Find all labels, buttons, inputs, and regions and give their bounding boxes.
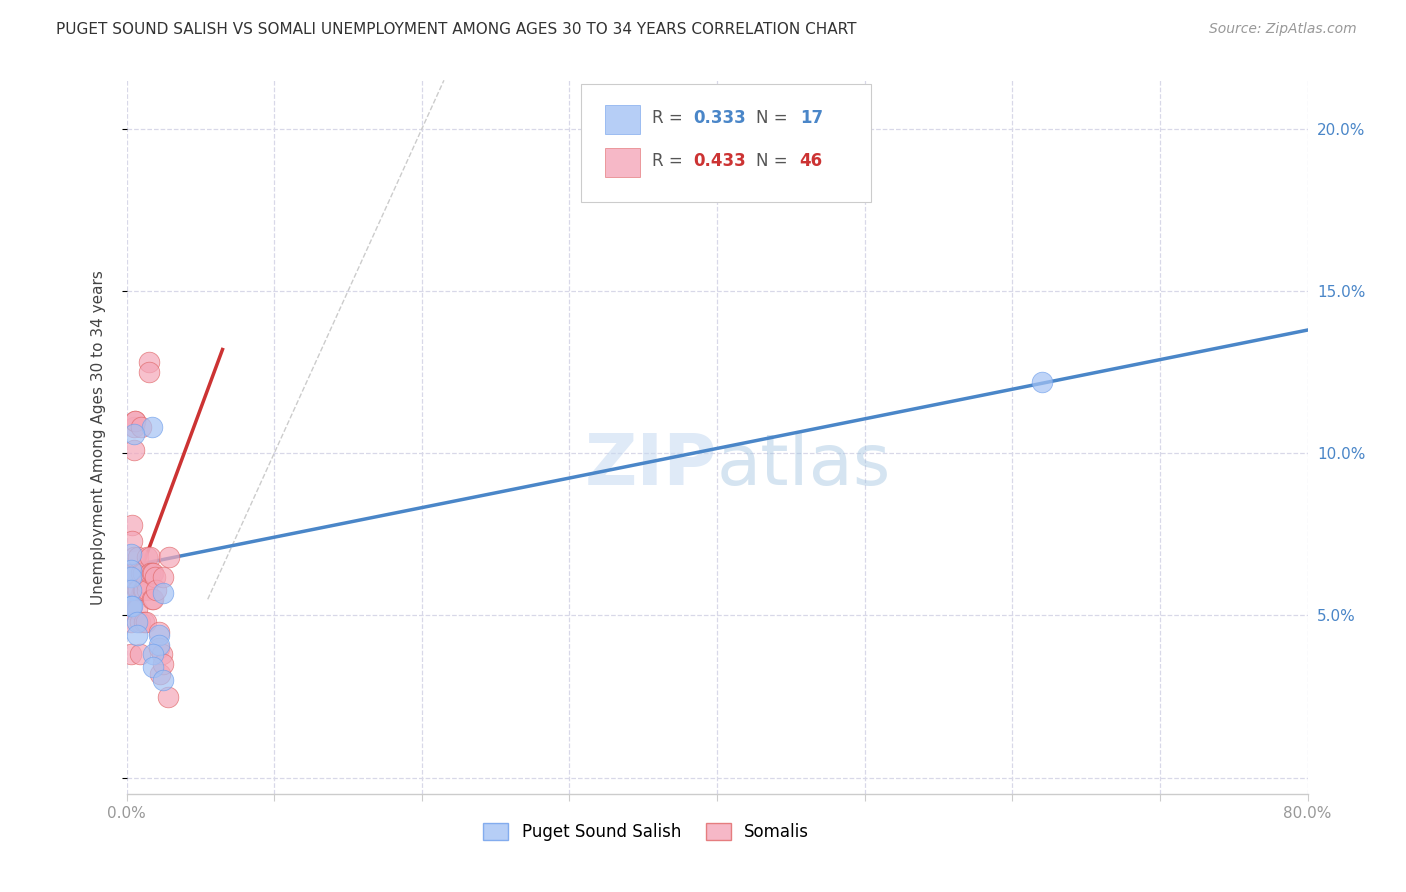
Point xyxy=(120,569,142,583)
Point xyxy=(148,624,170,639)
Point xyxy=(122,426,145,441)
Point xyxy=(157,550,180,565)
Text: 0.433: 0.433 xyxy=(693,152,747,169)
Text: 17: 17 xyxy=(800,109,823,127)
Point xyxy=(120,648,142,662)
Text: atlas: atlas xyxy=(717,431,891,500)
Text: 46: 46 xyxy=(800,152,823,169)
Point xyxy=(1031,375,1053,389)
Point xyxy=(142,592,165,607)
Point xyxy=(122,420,145,434)
Point xyxy=(120,599,142,613)
Point xyxy=(125,602,148,616)
Point xyxy=(124,414,146,428)
Point xyxy=(138,355,160,369)
Point xyxy=(142,660,165,674)
Point xyxy=(122,443,145,458)
Point xyxy=(152,673,174,688)
Point xyxy=(139,550,162,565)
Y-axis label: Unemployment Among Ages 30 to 34 years: Unemployment Among Ages 30 to 34 years xyxy=(91,269,105,605)
Point xyxy=(125,628,148,642)
Text: N =: N = xyxy=(756,109,787,127)
Point xyxy=(127,550,149,565)
Point xyxy=(141,592,163,607)
Point xyxy=(141,566,163,581)
Point xyxy=(152,569,174,583)
Point xyxy=(121,533,143,548)
Point xyxy=(142,648,165,662)
Point xyxy=(156,690,179,704)
Point xyxy=(132,566,155,581)
Point xyxy=(121,517,143,532)
Point xyxy=(136,582,159,597)
Point xyxy=(120,582,142,597)
Point xyxy=(152,657,174,672)
Point xyxy=(124,414,146,428)
Bar xyxy=(605,105,640,134)
Point xyxy=(135,615,157,629)
Point xyxy=(125,582,148,597)
Text: R =: R = xyxy=(652,109,683,127)
Legend: Puget Sound Salish, Somalis: Puget Sound Salish, Somalis xyxy=(475,815,817,850)
Point xyxy=(120,563,142,577)
Point xyxy=(127,582,149,597)
Point xyxy=(141,420,163,434)
Point xyxy=(143,569,166,583)
Point xyxy=(132,582,155,597)
Point xyxy=(125,615,148,629)
Bar xyxy=(605,148,640,177)
Point xyxy=(148,628,170,642)
Point xyxy=(148,640,170,655)
Point xyxy=(128,615,150,629)
Point xyxy=(120,615,142,629)
Point xyxy=(148,638,170,652)
Point xyxy=(122,550,145,565)
Text: N =: N = xyxy=(756,152,787,169)
Point xyxy=(134,615,156,629)
Point xyxy=(138,365,160,379)
Text: R =: R = xyxy=(652,152,683,169)
Point xyxy=(121,599,143,613)
Point xyxy=(120,602,142,616)
Point xyxy=(120,569,142,583)
Point xyxy=(149,666,172,681)
Point xyxy=(142,566,165,581)
FancyBboxPatch shape xyxy=(581,84,870,202)
Point xyxy=(135,576,157,591)
Point xyxy=(121,566,143,581)
Point xyxy=(145,582,167,597)
Text: Source: ZipAtlas.com: Source: ZipAtlas.com xyxy=(1209,22,1357,37)
Point xyxy=(128,648,150,662)
Text: ZIP: ZIP xyxy=(585,431,717,500)
Point xyxy=(139,566,162,581)
Point xyxy=(129,420,153,434)
Point xyxy=(129,566,153,581)
Text: PUGET SOUND SALISH VS SOMALI UNEMPLOYMENT AMONG AGES 30 TO 34 YEARS CORRELATION : PUGET SOUND SALISH VS SOMALI UNEMPLOYMEN… xyxy=(56,22,856,37)
Point xyxy=(134,582,156,597)
Text: 0.333: 0.333 xyxy=(693,109,747,127)
Point xyxy=(120,547,142,561)
Point xyxy=(136,550,159,565)
Point xyxy=(152,586,174,600)
Point xyxy=(150,648,173,662)
